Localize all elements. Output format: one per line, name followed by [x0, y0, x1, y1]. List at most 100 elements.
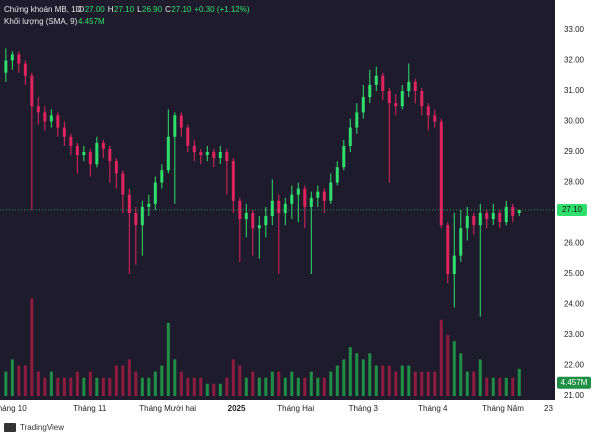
- candle-body: [290, 194, 294, 204]
- brand: TradingView: [20, 423, 64, 432]
- volume-bar: [4, 371, 8, 396]
- ohlc-text: 26.90: [142, 5, 163, 14]
- candle-body: [251, 213, 255, 229]
- candle-body: [329, 182, 333, 201]
- x-tick-label: Tháng 10: [0, 404, 27, 413]
- volume-value: 4.457M: [78, 17, 105, 26]
- candle-body: [218, 152, 222, 159]
- candle-body: [478, 213, 482, 226]
- candle-body: [355, 112, 359, 128]
- candle-body: [179, 115, 183, 128]
- candle-body: [147, 203, 151, 207]
- volume-bar: [348, 347, 352, 396]
- candle-body: [420, 91, 424, 107]
- candle-body: [433, 115, 437, 122]
- volume-bar: [472, 371, 476, 396]
- volume-bar: [426, 371, 430, 396]
- volume-title: Khối lượng (SMA, 9): [4, 17, 78, 26]
- volume-bar: [335, 365, 339, 396]
- candle-body: [374, 75, 378, 85]
- candle-body: [400, 91, 404, 107]
- candle-body: [504, 206, 508, 223]
- volume-bar: [43, 377, 47, 396]
- candle-body: [95, 142, 99, 165]
- volume-bar: [88, 371, 92, 396]
- volume-bar: [407, 365, 411, 396]
- volume-bar: [134, 371, 138, 396]
- y-tick-label: 30.00: [564, 117, 585, 126]
- candle-body: [491, 213, 495, 220]
- volume-bar: [147, 377, 151, 396]
- candle-body: [244, 213, 248, 220]
- volume-bar: [264, 377, 268, 396]
- candle-body: [342, 145, 346, 168]
- volume-bar: [225, 377, 229, 396]
- volume-bar: [277, 371, 281, 396]
- candle-body: [134, 213, 138, 226]
- candle-body: [30, 75, 34, 107]
- candle-body: [368, 84, 372, 98]
- x-tick-label: Tháng 3: [349, 404, 379, 413]
- candle-body: [173, 115, 177, 137]
- candle-body: [413, 81, 417, 91]
- candle-body: [238, 200, 242, 220]
- candle-body: [49, 115, 53, 122]
- last-price-tag: [557, 203, 587, 216]
- candle-body: [212, 152, 216, 159]
- candle-body: [407, 81, 411, 91]
- x-tick-label: Tháng 4: [418, 404, 448, 413]
- candle-body: [17, 54, 21, 64]
- volume-bar: [231, 359, 235, 396]
- volume-bar: [173, 359, 177, 396]
- ohlc-text: 27.10: [171, 5, 192, 14]
- x-tick-label: 2025: [228, 404, 246, 413]
- candle-body: [465, 216, 469, 229]
- y-tick-label: 33.00: [564, 25, 585, 34]
- volume-bar: [238, 365, 242, 396]
- volume-bar: [446, 335, 450, 396]
- volume-bar: [101, 377, 105, 396]
- volume-bar: [485, 377, 489, 396]
- volume-bar: [290, 371, 294, 396]
- volume-bar: [166, 322, 170, 396]
- candle-body: [270, 200, 274, 217]
- volume-bar: [244, 377, 248, 396]
- chart-title: Chứng khoán MB, 1D: [4, 5, 82, 14]
- volume-bar: [394, 371, 398, 396]
- last-volume-label: 4.457M: [561, 378, 588, 387]
- volume-bar: [329, 371, 333, 396]
- volume-bar: [498, 377, 502, 396]
- ohlc-text: H: [108, 5, 114, 14]
- candle-body: [75, 145, 79, 156]
- candle-body: [322, 191, 326, 201]
- candle-body: [69, 136, 73, 146]
- volume-bar: [491, 377, 495, 396]
- candle-body: [335, 167, 339, 183]
- volume-bar: [355, 353, 359, 396]
- volume-bar: [121, 365, 125, 396]
- volume-bar: [199, 377, 203, 396]
- volume-bar: [452, 341, 456, 396]
- candle-body: [10, 54, 14, 61]
- candle-body: [199, 152, 203, 156]
- x-tick-label: Tháng Năm: [482, 404, 524, 413]
- candle-body: [4, 60, 8, 73]
- volume-bar: [296, 377, 300, 396]
- candle-body: [446, 225, 450, 274]
- candle-body: [452, 255, 456, 274]
- candle-body: [153, 182, 157, 204]
- candle-body: [394, 103, 398, 107]
- candle-body: [166, 136, 170, 171]
- volume-bar: [478, 359, 482, 396]
- candle-body: [36, 106, 40, 113]
- volume-bar: [303, 377, 307, 396]
- volume-bar: [82, 377, 86, 396]
- volume-bar: [413, 371, 417, 396]
- volume-bar: [420, 371, 424, 396]
- volume-bar: [368, 353, 372, 396]
- volume-bar: [56, 377, 60, 396]
- volume-bar: [153, 371, 157, 396]
- y-tick-label: 28.00: [564, 178, 585, 187]
- volume-bar: [179, 371, 183, 396]
